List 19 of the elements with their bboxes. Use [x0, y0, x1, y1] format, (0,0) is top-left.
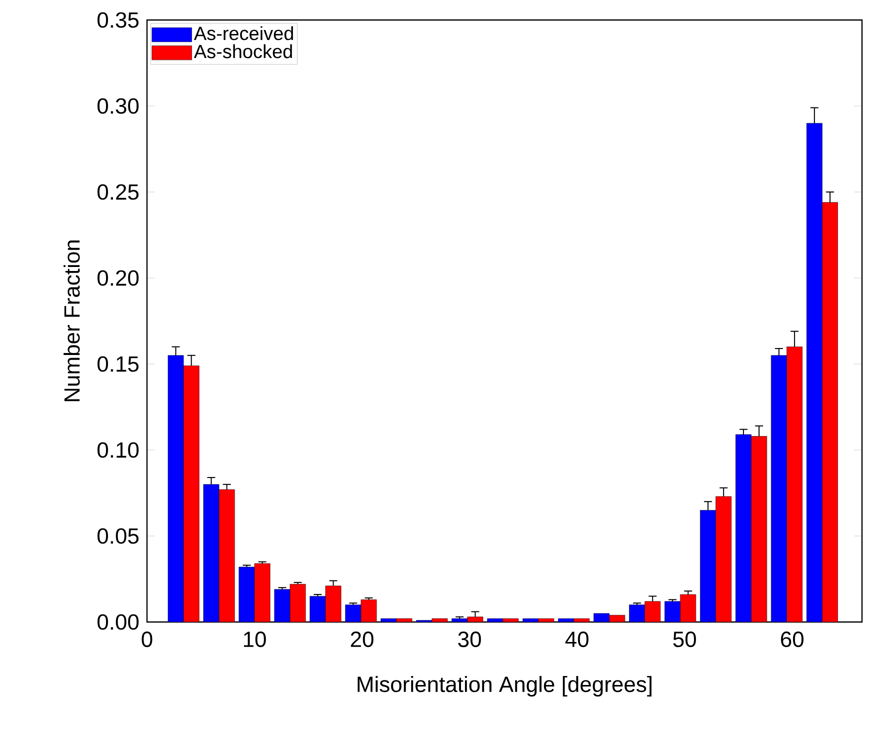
x-tick-label: 10 — [244, 632, 266, 648]
y-tick-label: 0.25 — [98, 184, 139, 200]
x-tick-label: 30 — [458, 632, 481, 648]
y-axis-title: Number Fraction — [64, 240, 80, 402]
y-tick-label: 0.15 — [98, 356, 139, 372]
y-tick-label: 0.20 — [98, 270, 139, 286]
x-tick-label: 60 — [781, 632, 804, 648]
y-tick-label: 0.05 — [98, 528, 139, 544]
y-tick-label: 0.00 — [98, 614, 139, 630]
y-tick-label: 0.35 — [98, 12, 139, 28]
x-axis-title: Misorientation Angle [degrees] — [358, 676, 652, 696]
y-tick-label: 0.30 — [98, 98, 139, 114]
legend-label: As-shocked — [194, 44, 292, 58]
legend-label: As-received — [194, 26, 293, 40]
x-tick-label: 20 — [350, 632, 374, 648]
x-tick-label: 50 — [673, 632, 696, 648]
x-tick-label: 40 — [565, 632, 588, 648]
x-tick-label: 0 — [142, 632, 152, 648]
y-tick-label: 0.10 — [98, 442, 139, 458]
